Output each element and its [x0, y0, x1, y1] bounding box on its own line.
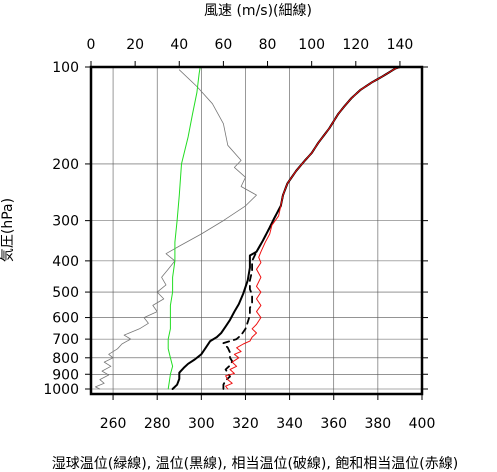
tick-label-top-40: 40 — [170, 37, 188, 53]
tick-label-pressure-500: 500 — [52, 285, 79, 301]
tick-label-top-20: 20 — [126, 37, 144, 53]
grid-lines — [91, 66, 423, 394]
tick-label-top-100: 100 — [298, 37, 325, 53]
tick-label-top-140: 140 — [387, 37, 414, 53]
tick-label-pressure-100: 100 — [52, 60, 79, 76]
y-axis-title: 気圧(hPa) — [0, 198, 16, 262]
tick-label-bottom-400: 400 — [409, 416, 436, 432]
tick-labels: 260 280 300 320 340 360 380 400 0 20 40 60 80 100 120 1… — [43, 37, 435, 432]
series-group — [95, 66, 403, 390]
top-axis-title: 風速 (m/s)(細線) — [204, 3, 312, 19]
tick-marks — [85, 61, 428, 400]
tick-label-pressure-200: 200 — [52, 157, 79, 173]
tick-label-top-0: 0 — [87, 37, 96, 53]
tick-label-bottom-320: 320 — [232, 416, 259, 432]
tick-label-bottom-260: 260 — [100, 416, 127, 432]
tick-label-pressure-600: 600 — [52, 311, 79, 327]
tick-label-pressure-1000: 1000 — [43, 382, 79, 398]
series-line-wet-bulb-potential-temperature — [167, 66, 201, 390]
tick-label-pressure-300: 300 — [52, 214, 79, 230]
tick-label-bottom-340: 340 — [276, 416, 303, 432]
tick-label-top-120: 120 — [342, 37, 369, 53]
tick-label-bottom-300: 300 — [188, 416, 215, 432]
tick-label-pressure-700: 700 — [52, 332, 79, 348]
series-line-potential-temperature — [171, 66, 401, 390]
tick-label-pressure-400: 400 — [52, 254, 79, 270]
series-line-saturated-equivalent-potential-temperature — [225, 66, 403, 390]
tick-label-top-80: 80 — [259, 37, 277, 53]
plot-frame — [89, 65, 424, 396]
bottom-axis-title: 湿球温位(緑線), 温位(黒線), 相当温位(破線), 飽和相当温位(赤線) — [52, 455, 458, 472]
tick-label-bottom-380: 380 — [364, 416, 391, 432]
tick-label-pressure-800: 800 — [52, 351, 79, 367]
tick-label-pressure-900: 900 — [52, 367, 79, 383]
tick-label-bottom-360: 360 — [320, 416, 347, 432]
tick-label-top-60: 60 — [214, 37, 232, 53]
series-line-wind-speed — [95, 69, 257, 390]
tick-label-bottom-280: 280 — [144, 416, 171, 432]
